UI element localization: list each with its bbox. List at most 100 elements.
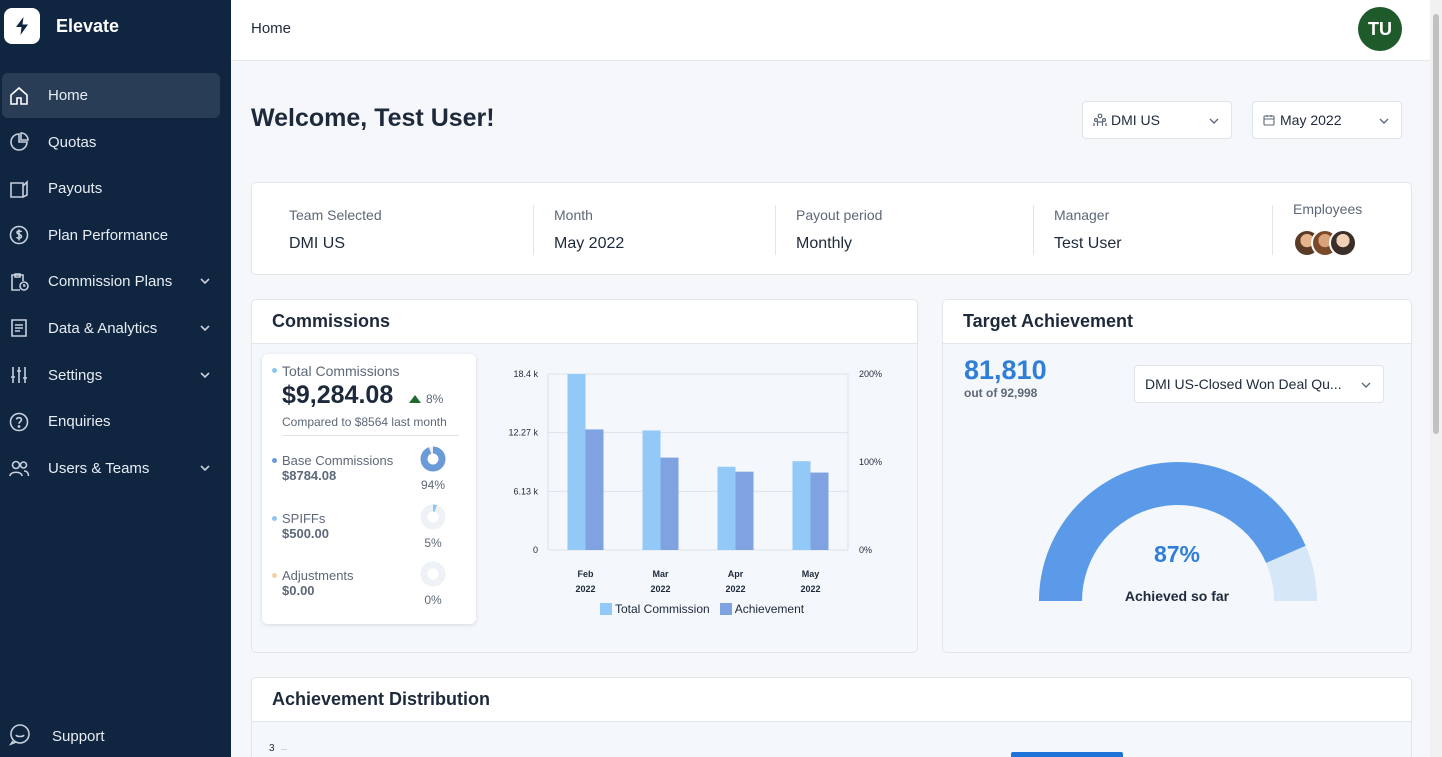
achieved-value: 81,810 [964,355,1047,385]
sidebar-item-quotas[interactable]: Quotas [2,120,220,165]
sidebar: Elevate Home Quotas Payouts Plan Perform… [0,0,231,757]
sidebar-item-payouts[interactable]: Payouts [2,166,220,211]
achievement-gauge [1039,462,1317,601]
adjustments-pct: 0% [424,593,442,607]
chevron-down-icon [198,368,212,382]
x-tick-label: 2022 [725,584,745,594]
brand[interactable]: Elevate [4,8,119,44]
bar-achievement[interactable] [735,471,754,550]
x-tick-label: Apr [728,569,744,579]
bar-total-commission[interactable] [567,374,586,550]
sidebar-item-enquiries[interactable]: Enquiries [2,399,220,444]
base-commissions-pct: 94% [420,478,446,492]
achievement-distribution-title: Achievement Distribution [252,678,1411,722]
chevron-down-icon [1207,114,1221,131]
donut-track [420,561,446,587]
home-icon [8,85,30,107]
bar-achievement[interactable] [585,429,604,550]
sidebar-item-data-analytics[interactable]: Data & Analytics [2,306,220,351]
sidebar-item-home[interactable]: Home [2,73,220,118]
bar-achievement[interactable] [810,472,829,550]
brand-name: Elevate [56,15,120,36]
achievement-caption: Achieved so far [1124,588,1230,604]
bar-total-commission[interactable] [792,461,811,550]
trend-value: 8% [426,392,444,406]
legend-label-achievement[interactable]: Achievement [734,602,805,616]
team-icon [1093,113,1107,127]
breadcrumb[interactable]: Home [251,20,292,37]
chart-legend: Total Commission Achievement [600,602,804,616]
sidebar-item-label: Payouts [48,180,103,198]
month-value: May 2022 [554,235,625,252]
sidebar-item-label: Data & Analytics [48,319,158,337]
employee-avatars[interactable] [1293,229,1357,257]
target-achievement-card: Target Achievement 81,810 out of 92,998 … [942,299,1412,653]
sliders-icon [8,364,30,386]
donut-segment [420,504,446,530]
team-select-value: DMI US [1111,112,1160,128]
month-select[interactable]: May 2022 [1252,101,1402,139]
divider [533,205,534,255]
comparison-text: Compared to $8564 last month [282,415,447,429]
chevron-down-icon [1359,378,1373,395]
question-circle-icon [8,411,30,433]
sidebar-item-label: Commission Plans [48,273,173,291]
bar-achievement[interactable] [660,457,679,550]
sidebar-item-label: Settings [48,366,103,384]
gauge-fill [1039,462,1306,601]
chevron-down-icon [1377,114,1391,131]
legend-dot [272,516,277,521]
commissions-card: Commissions Total Commissions $9,284.08 … [251,299,918,653]
quota-select[interactable]: DMI US-Closed Won Deal Qu... [1134,365,1384,403]
bar-total-commission[interactable] [717,466,736,550]
x-tick-label: Mar [652,569,669,579]
sidebar-item-label: Home [48,87,89,104]
y-tick-label-left: 12.27 k [508,428,538,438]
divider [1033,205,1034,255]
scrollbar-thumb[interactable] [1433,14,1439,434]
sidebar-item-label: Users & Teams [48,459,150,477]
sidebar-item-commission-plans[interactable]: Commission Plans [2,259,220,304]
sidebar-item-plan-performance[interactable]: Plan Performance [2,213,220,258]
page-scrollbar[interactable] [1430,0,1442,757]
quota-select-value: DMI US-Closed Won Deal Qu... [1145,376,1342,392]
sidebar-item-label: Quotas [48,133,97,151]
y-tick-label-left: 18.4 k [513,369,538,379]
chevron-down-icon [198,274,212,288]
support-button[interactable]: Support [8,722,105,751]
gridline [281,749,287,750]
bar-total-commission[interactable] [642,430,661,550]
employees-label: Employees [1293,201,1363,217]
legend-label-total-commission[interactable]: Total Commission [615,602,710,616]
base-commissions-value: $8784.08 [282,468,337,483]
y-tick-label-left: 6.13 k [513,486,538,496]
page-title: Welcome, Test User! [251,104,495,132]
sidebar-item-users-teams[interactable]: Users & Teams [2,446,220,491]
calendar-icon [1263,114,1275,126]
target-total: out of 92,998 [964,386,1038,400]
achievement-distribution-card: Achievement Distribution 3 [251,677,1412,757]
legend-swatch [600,603,612,615]
employee-avatar[interactable] [1329,229,1357,257]
team-select[interactable]: DMI US [1082,101,1232,139]
donut-segment [420,446,446,472]
commission-summary: Total Commissions $9,284.08 8% Compared … [262,354,476,624]
distribution-bar[interactable] [1011,752,1123,757]
x-tick-label: May [802,569,820,579]
pie-chart-icon [8,131,30,153]
legend-dot [272,458,277,463]
divider [775,205,776,255]
x-tick-label: Feb [577,569,594,579]
payout-period-label: Payout period [796,207,883,223]
sidebar-item-settings[interactable]: Settings [2,353,220,398]
y-tick-label-right: 100% [859,457,882,467]
support-label: Support [52,728,105,745]
adjustments-label: Adjustments [282,568,354,583]
document-list-icon [8,317,30,339]
divider [282,435,459,436]
y-tick-label: 3 [269,743,275,754]
user-avatar[interactable]: TU [1358,7,1402,51]
month-label: Month [554,207,593,223]
wallet-icon [8,178,30,200]
total-commissions-label: Total Commissions [282,363,400,379]
